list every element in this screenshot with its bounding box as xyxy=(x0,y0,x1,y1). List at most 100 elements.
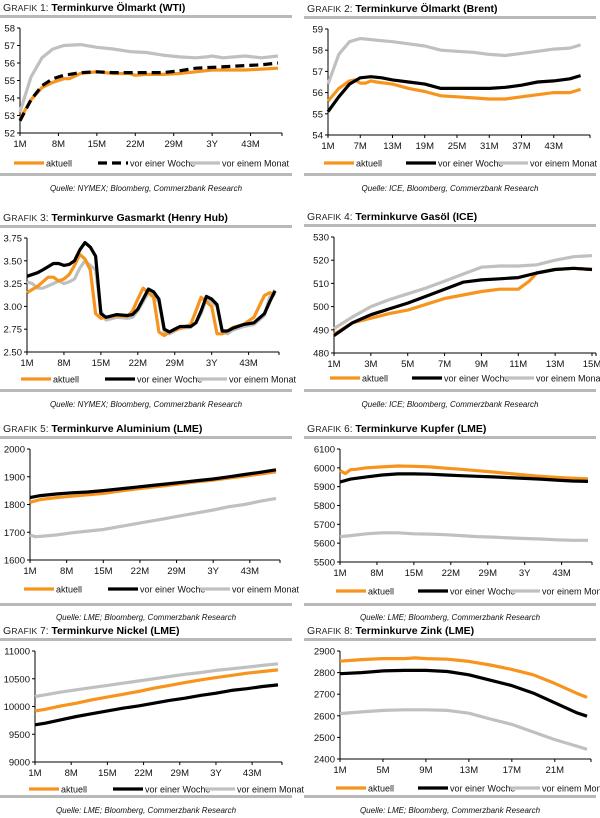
source-divider xyxy=(0,389,292,392)
x-tick-label: 22M xyxy=(126,139,145,150)
chart-title-text: Terminkurve Gasmarkt (Henry Hub) xyxy=(51,212,228,224)
x-tick-label: 17M xyxy=(503,765,522,776)
x-tick-label: 43M xyxy=(243,768,262,779)
grafik-number: 8: xyxy=(341,626,356,637)
x-tick-label: 8M xyxy=(370,568,383,579)
y-tick-label: 55 xyxy=(312,109,323,120)
series-line-vor-einem-monat xyxy=(333,254,593,330)
y-tick-label: 2700 xyxy=(314,690,335,701)
x-tick-label: 1M xyxy=(333,568,346,579)
series-line-aktuell xyxy=(339,656,588,699)
x-tick-label: 13M xyxy=(546,359,565,370)
y-tick-label: 3.00 xyxy=(4,302,23,313)
chart-title-text: Terminkurve Kupfer (LME) xyxy=(355,423,487,435)
series-line-vor-einem-monat xyxy=(326,36,582,85)
x-tick-label: 37M xyxy=(512,141,531,152)
source-note: Quelle: LME; Bloomberg, Commerzbank Rese… xyxy=(55,806,237,815)
source-note: Quelle: LME; Bloomberg, Commerzbank Rese… xyxy=(55,613,237,622)
chart-title: GRAFIK 1: Terminkurve Ölmarkt (WTI) xyxy=(3,2,185,14)
y-tick-label: 5900 xyxy=(314,482,335,493)
x-tick-label: 43M xyxy=(552,568,571,579)
y-tick-label: 3.75 xyxy=(4,234,23,245)
x-tick-label: 7M xyxy=(438,359,451,370)
series-line-vor-einem-monat xyxy=(34,662,279,699)
source-divider xyxy=(0,603,292,606)
x-tick-label: 8M xyxy=(57,358,70,369)
legend-label: vor einer Woche xyxy=(137,375,202,385)
title-divider xyxy=(0,15,292,18)
grafik-number: 1: xyxy=(37,3,52,14)
x-tick-label: 43M xyxy=(241,139,260,150)
x-tick-label: 13M xyxy=(460,765,479,776)
source-divider xyxy=(304,795,596,798)
y-tick-label: 1600 xyxy=(4,556,25,567)
x-tick-label: 15M xyxy=(88,139,107,150)
x-tick-label: 3M xyxy=(364,359,377,370)
y-tick-label: 5600 xyxy=(314,539,335,550)
legend-label: aktuell xyxy=(53,375,79,385)
chart-panel-5: GRAFIK 5: Terminkurve Aluminium (LME) 160… xyxy=(0,407,300,625)
y-tick-label: 2000 xyxy=(4,445,25,456)
line-chart-7: 9000 9500 10000 10500 11000 1M 8M 15M 22M 29M 3Y 43… xyxy=(4,647,305,795)
x-tick-label: 9M xyxy=(419,765,432,776)
chart-title: GRAFIK 5: Terminkurve Aluminium (LME) xyxy=(3,423,202,435)
grafik-number: 5: xyxy=(37,424,52,435)
y-tick-label: 5800 xyxy=(314,501,335,512)
series-line-aktuell xyxy=(34,668,279,713)
legend-label: vor einem Monat xyxy=(229,375,297,385)
series-line-vor-einer-woche xyxy=(339,668,588,718)
x-tick-label: 22M xyxy=(134,768,153,779)
series-line-vor-einem-monat xyxy=(339,531,588,542)
source-divider xyxy=(304,173,596,176)
x-tick-label: 3Y xyxy=(206,358,218,369)
y-tick-label: 10500 xyxy=(4,674,30,685)
x-tick-label: 7M xyxy=(354,141,367,152)
y-tick-label: 55 xyxy=(4,76,15,87)
x-tick-label: 19M xyxy=(416,141,435,152)
y-tick-label: 6000 xyxy=(314,463,335,474)
title-divider xyxy=(304,436,596,439)
series-line-vor-einer-woche xyxy=(29,468,277,500)
y-tick-label: 54 xyxy=(312,131,323,142)
y-tick-label: 1800 xyxy=(4,500,25,511)
title-divider xyxy=(304,638,596,641)
x-tick-label: 1M xyxy=(333,765,346,776)
y-tick-label: 2.50 xyxy=(4,348,23,359)
series-line-vor-einem-monat xyxy=(339,708,588,751)
y-tick-label: 57 xyxy=(4,41,15,52)
legend-label: vor einer Woche xyxy=(438,159,503,169)
chart-panel-4: GRAFIK 4: Terminkurve Gasöl (ICE) 480 490 5… xyxy=(304,203,600,412)
grafik-prefix: GRAFIK xyxy=(307,625,342,637)
x-tick-label: 15M xyxy=(583,359,600,370)
legend-label: aktuell xyxy=(56,585,82,595)
x-tick-label: 25M xyxy=(448,141,467,152)
x-tick-label: 1M xyxy=(20,358,33,369)
line-chart-8: 2400 2500 2600 2700 2800 2900 1M 5M 9M 13M 17M 21M a… xyxy=(314,647,600,794)
series-line-aktuell xyxy=(333,266,593,336)
y-tick-label: 9500 xyxy=(9,730,30,741)
x-tick-label: 5M xyxy=(401,359,414,370)
legend-label: vor einer Woche xyxy=(130,159,195,169)
y-tick-label: 2800 xyxy=(314,668,335,679)
x-tick-label: 21M xyxy=(546,765,565,776)
series-line-aktuell xyxy=(339,464,589,481)
y-tick-label: 9000 xyxy=(9,758,30,769)
grafik-prefix: GRAFIK xyxy=(307,211,342,223)
title-divider xyxy=(304,224,596,227)
x-tick-label: 22M xyxy=(442,568,461,579)
chart-title: GRAFIK 6: Terminkurve Kupfer (LME) xyxy=(307,423,486,435)
source-divider xyxy=(0,173,292,176)
x-tick-label: 1M xyxy=(13,139,26,150)
x-tick-label: 13M xyxy=(383,141,402,152)
source-note: Quelle: ICE, Bloomberg, Commerzbank Rese… xyxy=(361,184,539,193)
legend-label: aktuell xyxy=(368,784,394,794)
chart-title-text: Terminkurve Ölmarkt (WTI) xyxy=(51,2,186,14)
legend-label: vor einer Woche xyxy=(450,587,515,597)
series-line-vor-einer-woche xyxy=(18,61,279,122)
x-tick-label: 8M xyxy=(60,566,73,577)
y-tick-label: 490 xyxy=(313,325,329,336)
y-tick-label: 56 xyxy=(4,59,15,70)
y-tick-label: 2400 xyxy=(314,755,335,766)
chart-panel-8: GRAFIK 8: Terminkurve Zink (LME) 2400 2500… xyxy=(304,610,600,818)
source-note: Quelle: ICE; Bloomberg, Commerzbank Rese… xyxy=(361,400,539,409)
